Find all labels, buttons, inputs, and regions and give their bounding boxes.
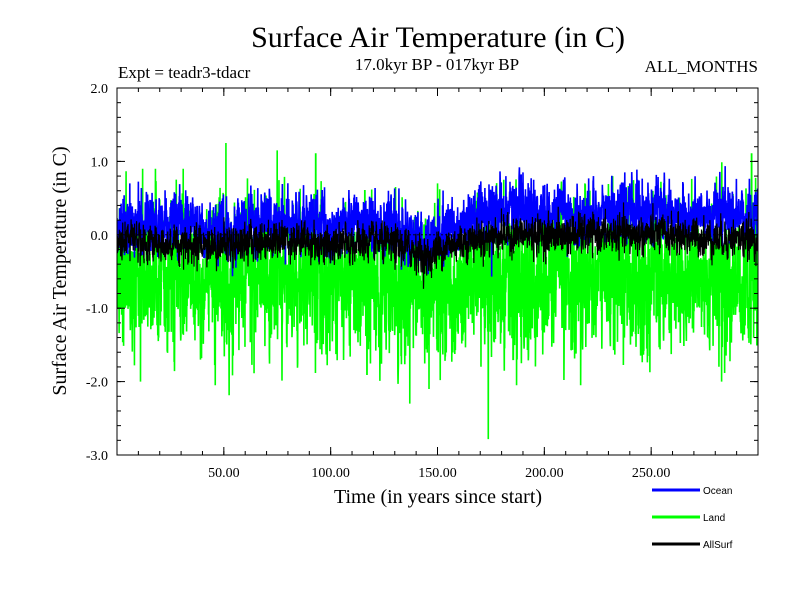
- y-tick-label: -3.0: [86, 449, 108, 464]
- legend-label-ocean: Ocean: [703, 486, 732, 497]
- x-tick-label: 250.00: [632, 466, 671, 481]
- x-tick-label: 100.00: [311, 466, 350, 481]
- x-axis: 50.00 100.00 150.00 200.00 250.00: [208, 88, 670, 481]
- y-tick-label: 0.0: [91, 229, 109, 244]
- legend-label-allsurf: AllSurf: [703, 540, 733, 551]
- x-tick-label: 50.00: [208, 466, 240, 481]
- x-tick-label: 150.00: [418, 466, 457, 481]
- chart-title: Surface Air Temperature (in C): [251, 21, 625, 54]
- y-tick-label: 1.0: [91, 155, 109, 170]
- x-axis-label: Time (in years since start): [334, 486, 542, 508]
- legend-label-land: Land: [703, 513, 725, 524]
- y-tick-label: -1.0: [86, 302, 108, 317]
- series-line-allsurf: [117, 202, 758, 289]
- x-tick-label: 200.00: [525, 466, 564, 481]
- time-range-label: 17.0kyr BP - 017kyr BP: [355, 55, 519, 74]
- months-label: ALL_MONTHS: [645, 57, 758, 76]
- y-axis: -3.0 -2.0 -1.0 0.0 1.0 2.0: [86, 82, 758, 464]
- experiment-label: Expt = teadr3-tdacr: [118, 63, 251, 82]
- y-tick-label: -2.0: [86, 376, 108, 391]
- legend: Ocean Land AllSurf: [652, 486, 733, 551]
- y-axis-label: Surface Air Temperature (in C): [49, 146, 71, 395]
- y-tick-label: 2.0: [91, 82, 109, 97]
- series-layer: [117, 143, 758, 440]
